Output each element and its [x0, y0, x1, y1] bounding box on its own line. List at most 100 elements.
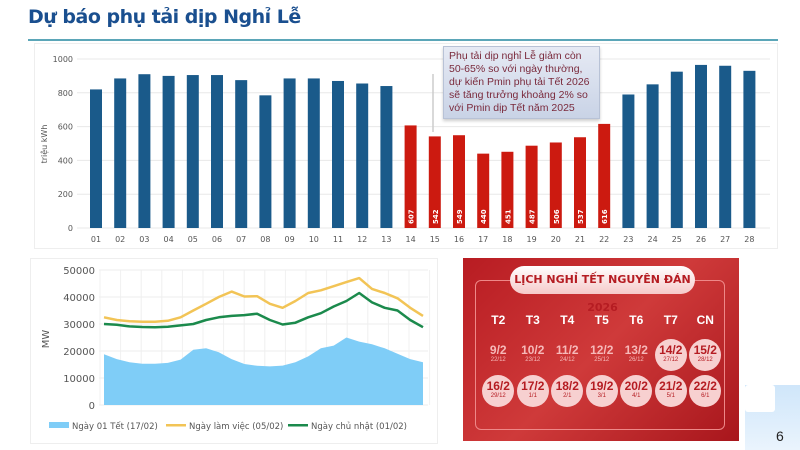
bar — [574, 137, 586, 228]
solar-date: 13/2 — [624, 343, 648, 357]
y-axis-label: triệu kWh — [39, 125, 49, 164]
solar-date: 11/2 — [555, 343, 579, 357]
holiday-date: 21/2 5/1 — [654, 375, 687, 407]
date: 9/2 22/12 — [482, 339, 514, 371]
x-tick-label: 14 — [406, 235, 416, 244]
bar — [283, 78, 296, 228]
bar — [186, 75, 199, 229]
holiday-date: 20/2 4/1 — [620, 375, 653, 407]
bar — [356, 83, 369, 228]
holiday-date: 16/2 29/12 — [482, 375, 515, 407]
bar — [453, 135, 465, 228]
weekday-header: T4 — [560, 313, 575, 327]
legend-label: Ngày chủ nhật (01/02) — [311, 421, 407, 432]
lunar-date: 28/12 — [697, 357, 713, 363]
bar — [428, 136, 441, 228]
bar — [404, 125, 417, 228]
calendar-grid: T2 T3 T4 T5 T6 T7 CN 9/2 22/12 10/2 23/12 11/2 24/12… — [481, 313, 725, 407]
solar-date: 12/2 — [590, 343, 614, 357]
x-tick-label: 18 — [502, 235, 512, 244]
solar-date: 9/2 — [489, 343, 507, 357]
bar — [307, 78, 320, 228]
weekday-header: T6 — [629, 313, 644, 327]
x-tick-label: 28 — [744, 235, 754, 244]
data-label: 487 — [529, 209, 537, 224]
calendar-title: LỊCH NGHỈ TẾT NGUYÊN ĐÁN 2026 — [510, 266, 695, 314]
date: 11/2 24/12 — [551, 339, 583, 371]
y-tick-label: 600 — [58, 123, 73, 132]
data-label: 506 — [553, 209, 561, 224]
weekday-header: T3 — [525, 313, 540, 327]
legend-swatch — [166, 424, 186, 427]
legend-label: Ngày 01 Tết (17/02) — [72, 421, 158, 432]
lunar-date: 27/12 — [663, 357, 679, 363]
solar-date: 15/2 — [693, 343, 717, 357]
weekday-header: T7 — [663, 313, 678, 327]
page-title: Dự báo phụ tải dịp Nghỉ Lễ — [28, 6, 301, 28]
holiday-date: 15/2 28/12 — [689, 339, 722, 371]
bar — [114, 78, 127, 228]
x-tick-label: 10 — [309, 235, 319, 244]
lunar-date: 4/1 — [632, 393, 641, 399]
y-tick-label: 0 — [68, 224, 73, 233]
holiday-date: 19/2 3/1 — [585, 375, 618, 407]
y-tick-label: 200 — [58, 190, 73, 199]
date: 13/2 26/12 — [620, 339, 652, 371]
bar — [211, 75, 223, 229]
x-tick-label: 26 — [696, 235, 706, 244]
y-tick-label: 20000 — [63, 347, 95, 358]
lunar-date: 25/12 — [594, 357, 610, 363]
bar — [719, 65, 732, 228]
y-tick-label: 10000 — [63, 374, 95, 385]
lunar-date: 6/1 — [701, 393, 710, 399]
x-tick-label: 17 — [478, 235, 488, 244]
solar-date: 10/2 — [521, 343, 545, 357]
x-tick-label: 15 — [430, 235, 440, 244]
page-number: 6 — [776, 428, 784, 444]
data-label: 542 — [432, 209, 440, 224]
bar — [235, 80, 248, 228]
bar — [695, 64, 707, 228]
lunar-date: 2/1 — [563, 393, 572, 399]
data-label: 549 — [456, 209, 464, 224]
bar — [622, 94, 635, 228]
lunar-date: 29/12 — [490, 393, 506, 399]
x-tick-label: 12 — [357, 235, 367, 244]
solar-date: 19/2 — [590, 379, 614, 393]
line-series-2 — [103, 276, 424, 324]
weekday-header: T2 — [491, 313, 506, 327]
bar — [138, 74, 151, 229]
decorative-corner-square — [745, 385, 775, 412]
bar — [380, 86, 393, 228]
solar-date: 14/2 — [659, 343, 683, 357]
y-tick-label: 30000 — [63, 320, 95, 331]
x-tick-label: 16 — [454, 235, 464, 244]
data-label: 616 — [601, 209, 609, 224]
data-label: 537 — [577, 209, 585, 224]
data-label: 451 — [504, 209, 512, 224]
annotation-callout: Phụ tải dịp nghỉ Lễ giảm còn 50-65% so v… — [443, 46, 600, 119]
line-series-3 — [103, 291, 424, 329]
x-tick-label: 08 — [260, 235, 270, 244]
load-profile-line-chart: 0 10000 20000 30000 40000 50000 MW Ngày 01 Tết … — [41, 266, 431, 432]
lunar-date: 26/12 — [628, 357, 644, 363]
x-tick-label: 06 — [212, 235, 222, 244]
y-axis-label: MW — [41, 330, 52, 349]
y-tick-label: 1000 — [53, 55, 73, 64]
daily-energy-chart-panel: 0 200 400 600 800 1000 triệu kWh 01 02 03 04 05 06 07… — [34, 43, 778, 249]
x-tick-label: 07 — [236, 235, 246, 244]
x-tick-label: 05 — [188, 235, 198, 244]
solar-date: 20/2 — [624, 379, 648, 393]
solar-date: 22/2 — [693, 379, 717, 393]
title-divider — [28, 39, 778, 41]
lunar-date: 1/1 — [528, 393, 537, 399]
bar — [332, 80, 344, 228]
bar — [90, 89, 102, 228]
x-tick-label: 19 — [527, 235, 537, 244]
bar — [501, 151, 514, 228]
y-tick-label: 40000 — [63, 293, 95, 304]
legend-swatch — [49, 422, 69, 428]
lunar-date: 3/1 — [597, 393, 606, 399]
holiday-date: 22/2 6/1 — [689, 375, 722, 407]
y-tick-label: 0 — [89, 401, 95, 412]
